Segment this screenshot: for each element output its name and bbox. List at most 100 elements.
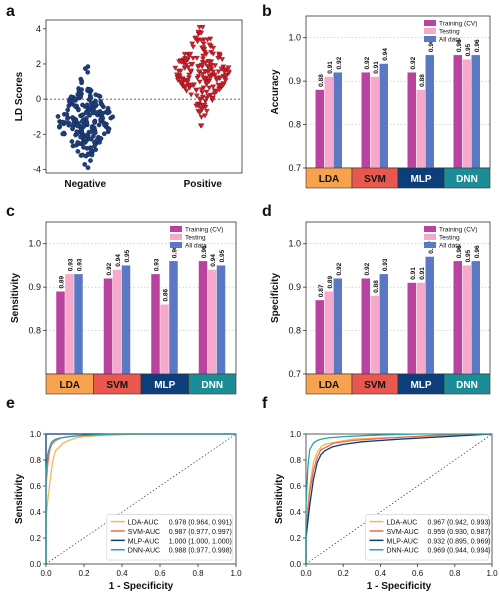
legend-swatch [424, 242, 436, 248]
data-point [75, 123, 80, 129]
bar [462, 265, 471, 374]
panel-letter-c: c [6, 203, 15, 220]
y-tick-label: 1.0 [28, 239, 41, 249]
x-category-label: SVM [364, 380, 386, 391]
y-axis-label: LD Scores [14, 71, 25, 121]
y-tick-label: -4 [33, 164, 41, 174]
data-point [74, 129, 80, 135]
bar [151, 274, 160, 374]
data-point [96, 93, 102, 99]
y-tick-label: 2 [36, 59, 41, 69]
bar-value-label: 0.92 [364, 262, 371, 275]
data-point [205, 93, 212, 99]
panel-a: -4 -2 0 2 4 LD Scores Negative Positive [14, 19, 243, 190]
panel-letter-f: f [262, 395, 268, 412]
legend-name: DNN-AUC [387, 548, 419, 555]
data-point [100, 110, 106, 116]
data-point [60, 131, 66, 137]
bar [169, 261, 178, 374]
y-tick-label: 0.8 [288, 120, 301, 130]
data-point [105, 105, 111, 111]
legend-label: Training (CV) [185, 227, 223, 234]
data-point [88, 95, 94, 101]
data-point [80, 112, 86, 118]
data-point [199, 90, 206, 96]
y-axis-label: Accuracy [270, 69, 281, 114]
bar [370, 295, 379, 374]
data-point [186, 72, 192, 78]
data-point [65, 107, 71, 113]
bar-value-label: 0.92 [106, 262, 113, 275]
legend-name: DNN-AUC [128, 548, 160, 555]
bar-value-label: 0.92 [336, 262, 343, 275]
data-point [79, 87, 84, 92]
data-point [86, 152, 92, 157]
bar [65, 274, 74, 374]
data-point [70, 125, 76, 131]
x-category-label: LDA [319, 380, 340, 391]
x-tick-label: 0.6 [154, 569, 166, 578]
bar [315, 89, 324, 168]
data-point [210, 51, 217, 57]
y-tick-label: 0.9 [288, 76, 301, 86]
data-point [209, 96, 216, 102]
bar-value-label: 0.91 [327, 61, 334, 74]
data-point [188, 92, 194, 98]
data-point [176, 59, 182, 65]
bar-value-label: 0.95 [219, 249, 226, 262]
legend-auc: 1.000 (1.000, 1.000) [169, 538, 232, 545]
y-tick-label: 0.4 [290, 508, 302, 517]
data-point [218, 66, 225, 72]
data-point [204, 37, 211, 43]
data-point [101, 131, 107, 137]
y-tick-label: 0.7 [288, 369, 301, 379]
data-point [195, 69, 202, 75]
data-point [198, 87, 205, 93]
x-category-label: SVM [106, 380, 128, 391]
y-tick-label: 1.0 [30, 430, 42, 439]
data-point [210, 45, 217, 51]
y-axis-label: Sensitivity [274, 474, 285, 524]
bar-value-label: 0.93 [68, 258, 75, 271]
data-point [200, 41, 207, 47]
bar [56, 291, 65, 374]
x-tick-label: 0.0 [300, 569, 312, 578]
x-tick-label: 0.6 [412, 569, 424, 578]
bar-value-label: 0.96 [456, 245, 463, 258]
x-category-label: SVM [364, 174, 386, 185]
data-point [108, 115, 114, 121]
data-point [215, 82, 222, 88]
legend-label: All data [185, 243, 207, 250]
y-axis-label: Specificity [270, 273, 281, 323]
data-point [202, 113, 208, 119]
legend-swatch [170, 226, 182, 232]
data-point [194, 39, 201, 45]
bar-value-label: 0.91 [410, 267, 417, 280]
data-point [66, 98, 72, 104]
data-point [190, 44, 197, 50]
bar-value-label: 0.89 [327, 275, 334, 288]
data-point [219, 83, 226, 89]
data-point [196, 79, 203, 85]
x-tick-label: 0.4 [375, 569, 387, 578]
bar-value-label: 0.94 [115, 254, 122, 267]
data-point [85, 86, 91, 92]
data-point [65, 116, 70, 121]
bar-value-label: 0.95 [465, 43, 472, 56]
data-point [106, 109, 112, 115]
category-box [443, 167, 491, 189]
data-point [190, 56, 196, 61]
bar-value-label: 0.88 [318, 74, 325, 87]
data-point [88, 158, 93, 163]
data-point [206, 65, 213, 71]
data-point [197, 96, 203, 102]
data-point [88, 100, 94, 106]
panel-letter-d: d [262, 203, 272, 220]
data-point [75, 140, 81, 145]
data-point [206, 79, 213, 84]
legend-name: MLP-AUC [128, 538, 160, 545]
x-category-label: MLP [410, 174, 431, 185]
bar [324, 291, 333, 374]
y-tick-label: 0.8 [290, 456, 302, 465]
